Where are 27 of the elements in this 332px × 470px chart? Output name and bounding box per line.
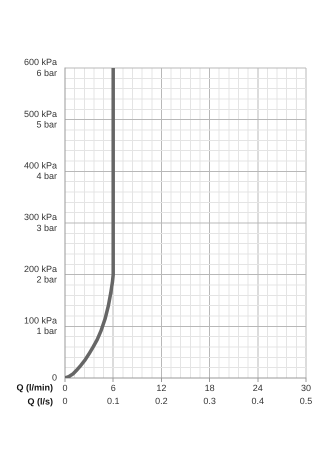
x-tick-label: 0 xyxy=(62,382,68,393)
y-tick-label: 100 kPa xyxy=(24,315,57,326)
y2-tick-label: 4 bar xyxy=(36,171,57,182)
x2-tick-label: 0.2 xyxy=(155,396,168,406)
y-tick-label: 400 kPa xyxy=(24,160,57,170)
y-tick-label: 0 xyxy=(52,372,57,382)
x2-tick-label: 0.5 xyxy=(300,396,312,406)
x-axis-title: Q (l/min) xyxy=(16,382,53,392)
y-tick-label: 200 kPa xyxy=(24,264,57,274)
x-tick-label: 6 xyxy=(110,382,116,393)
x2-tick-label: 0.1 xyxy=(106,396,120,406)
y2-tick-label: 2 bar xyxy=(36,274,57,285)
y2-tick-label: 5 bar xyxy=(36,120,57,130)
x2-tick-label: 0.4 xyxy=(252,396,264,406)
y-tick-label: 600 kPa xyxy=(24,57,57,68)
x2-tick-label: 0 xyxy=(62,396,68,406)
x-tick-label: 12 xyxy=(156,382,166,393)
x2-tick-label: 0.3 xyxy=(203,396,216,406)
y-tick-label: 300 kPa xyxy=(24,212,57,222)
y2-tick-label: 1 bar xyxy=(36,326,57,336)
x2-axis-title: Q (l/s) xyxy=(27,396,53,406)
y2-tick-label: 3 bar xyxy=(36,222,57,233)
x-tick-label: 18 xyxy=(204,382,215,393)
y2-tick-label: 6 bar xyxy=(36,68,57,78)
x-tick-label: 30 xyxy=(300,382,312,393)
y-tick-label: 500 kPa xyxy=(24,108,57,119)
x-tick-label: 24 xyxy=(252,382,263,393)
